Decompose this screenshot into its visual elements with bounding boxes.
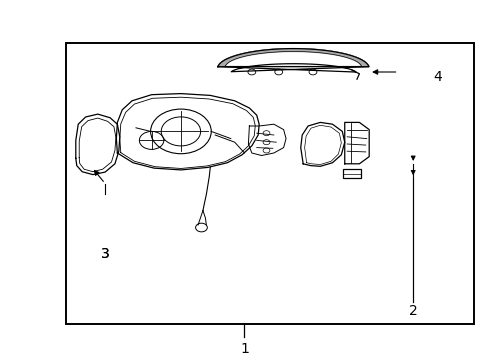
Text: 1: 1 <box>240 342 248 356</box>
Bar <box>66 43 473 324</box>
Text: 4: 4 <box>432 71 441 84</box>
Polygon shape <box>218 49 368 67</box>
Text: 3: 3 <box>101 247 109 261</box>
Bar <box>343 169 360 178</box>
Text: 3: 3 <box>101 247 109 261</box>
Text: 2: 2 <box>408 305 417 318</box>
